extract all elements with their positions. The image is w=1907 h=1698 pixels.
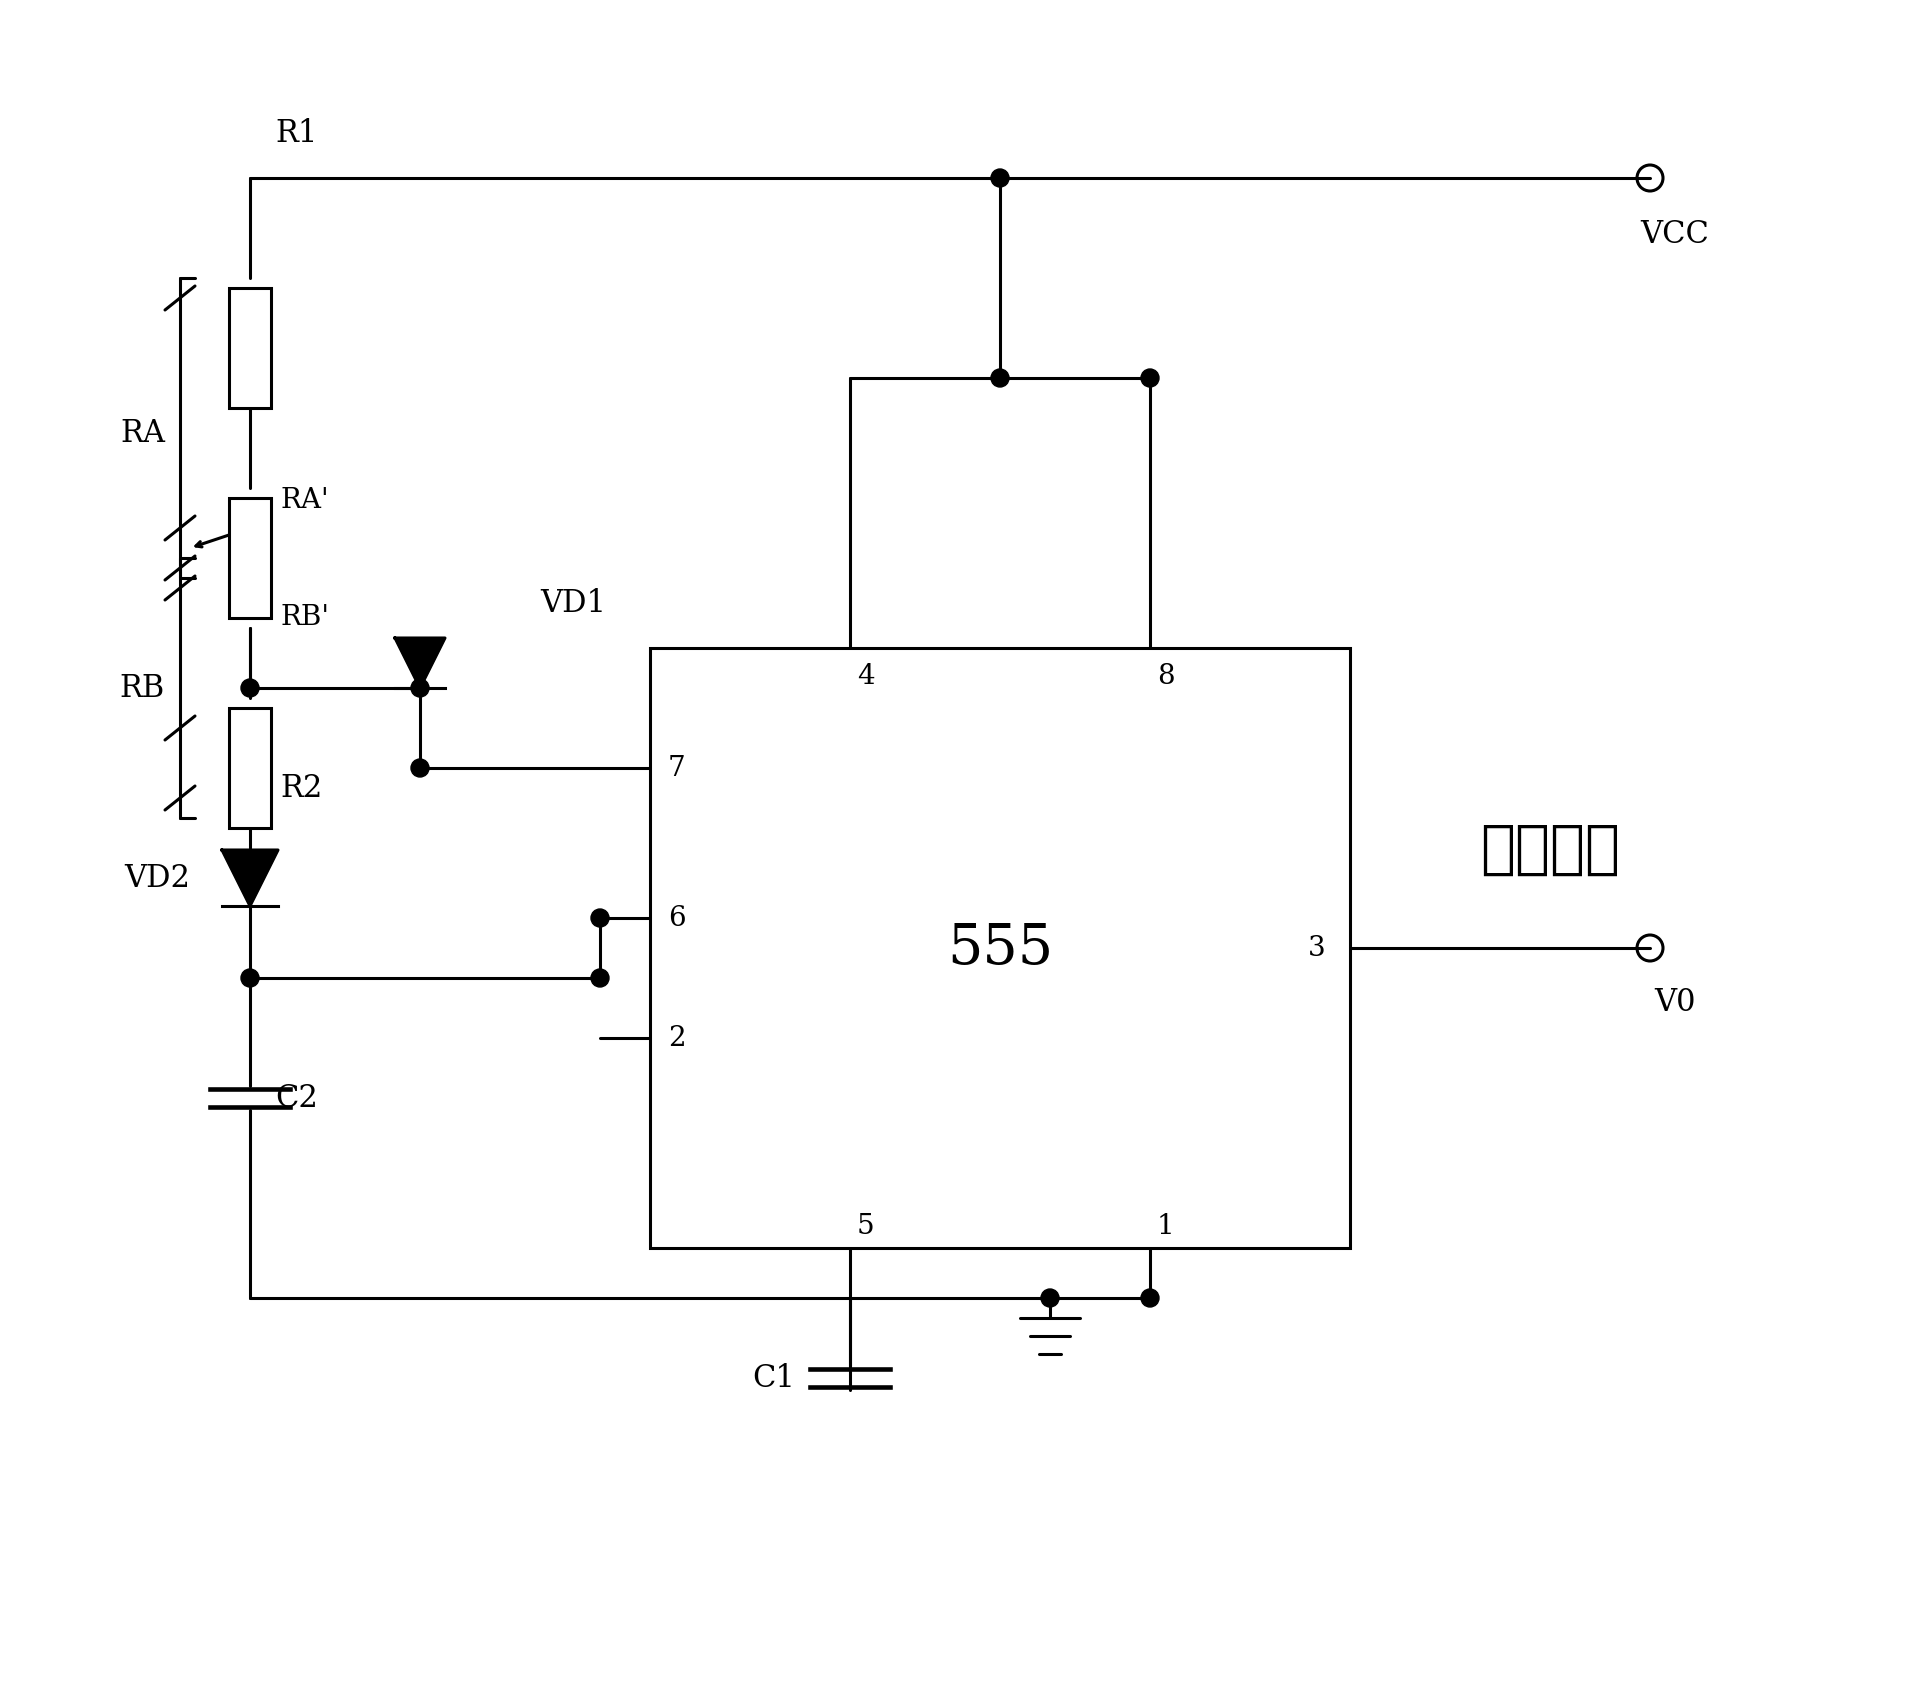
Text: 6: 6 [667,905,685,932]
Text: RA: RA [120,418,164,450]
Text: 555: 555 [946,920,1053,976]
Circle shape [990,170,1009,188]
Bar [229,499,271,618]
Circle shape [410,759,429,778]
Text: RB: RB [120,672,164,705]
Circle shape [240,970,259,988]
Text: C1: C1 [751,1363,795,1394]
Bar [229,289,271,409]
Bar [229,708,271,829]
Circle shape [1041,1289,1058,1307]
Text: RA': RA' [280,487,328,514]
Circle shape [1140,370,1158,387]
Text: 1: 1 [1156,1212,1175,1240]
Text: 2: 2 [667,1026,685,1051]
Circle shape [1140,1289,1158,1307]
Text: VCC: VCC [1640,219,1709,250]
Bar [650,649,1350,1248]
Text: VD2: VD2 [124,863,191,893]
Text: V0: V0 [1653,987,1695,1017]
Text: 8: 8 [1156,664,1175,689]
Text: R2: R2 [280,773,322,805]
Text: 3: 3 [1306,936,1323,963]
Circle shape [990,370,1009,387]
Circle shape [591,910,608,927]
Text: 7: 7 [667,756,685,783]
Text: 脉冲输出: 脉冲输出 [1480,820,1619,876]
Text: VD1: VD1 [540,588,606,620]
Text: R1: R1 [275,117,317,149]
Text: C2: C2 [275,1083,318,1114]
Text: 5: 5 [856,1212,873,1240]
Polygon shape [395,638,444,689]
Text: 4: 4 [856,664,873,689]
Circle shape [591,970,608,988]
Circle shape [240,679,259,698]
Circle shape [410,679,429,698]
Polygon shape [221,851,278,907]
Text: RB': RB' [280,604,328,630]
